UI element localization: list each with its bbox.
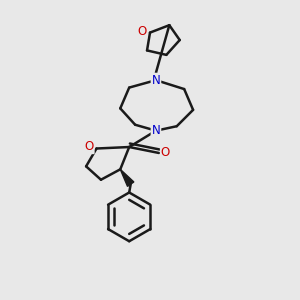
Text: O: O xyxy=(161,146,170,160)
Text: N: N xyxy=(152,74,160,87)
Text: O: O xyxy=(137,25,146,38)
Polygon shape xyxy=(120,169,134,186)
Text: O: O xyxy=(84,140,94,153)
Text: N: N xyxy=(152,124,160,137)
